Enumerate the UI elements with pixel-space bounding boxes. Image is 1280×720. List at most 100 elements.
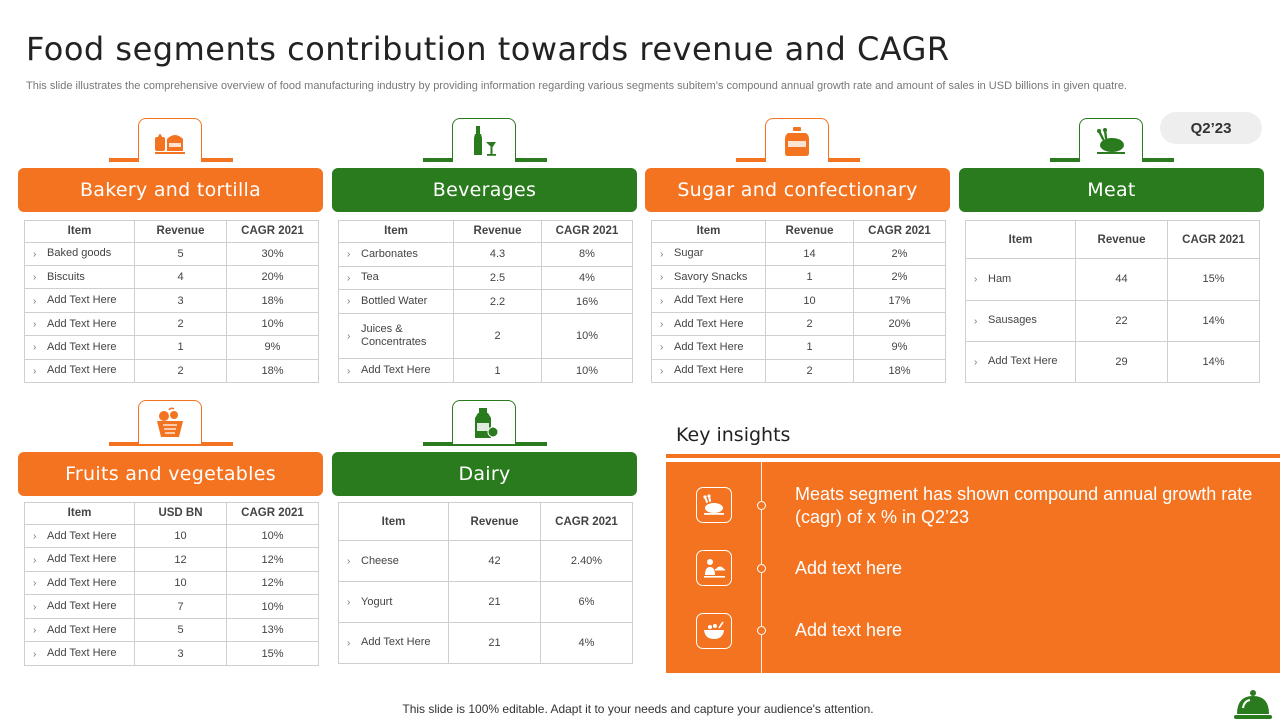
revenue-cell: 21 [448, 621, 541, 665]
item-label: Biscuits [47, 270, 85, 283]
chevron-right-icon: › [347, 331, 351, 342]
item-cell: › Add Text Here [24, 335, 135, 360]
column-header: Item [24, 220, 135, 243]
table-row: › Add Text Here 1 9% [651, 335, 946, 360]
item-cell: › Yogurt [338, 581, 449, 623]
table-row: › Juices & Concentrates 2 10% [338, 312, 633, 360]
chevron-right-icon: › [974, 274, 978, 286]
chef-serving-icon [696, 550, 732, 586]
column-header: Item [24, 502, 135, 525]
chevron-right-icon: › [33, 248, 37, 260]
column-header: CAGR 2021 [541, 220, 633, 243]
page-title: Food segments contribution towards reven… [26, 30, 950, 68]
revenue-cell: 4 [134, 265, 227, 290]
table-row: › Add Text Here 12 12% [24, 547, 319, 572]
cagr-cell: 12% [226, 570, 319, 596]
item-cell: › Add Text Here [24, 288, 135, 313]
column-header: Revenue [134, 220, 227, 243]
cagr-cell: 20% [226, 265, 319, 290]
revenue-cell: 44 [1075, 258, 1168, 301]
revenue-cell: 1 [453, 358, 542, 383]
item-label: Bottled Water [361, 295, 428, 307]
chevron-right-icon: › [347, 555, 351, 567]
item-label: Add Text Here [47, 623, 117, 636]
table-row: › Cheese 42 2.40% [338, 540, 633, 583]
column-header: CAGR 2021 [226, 220, 319, 243]
item-cell: › Juices & Concentrates [338, 312, 454, 360]
bakery-icon [138, 118, 202, 162]
insight-text-2: Add text here [795, 558, 903, 578]
cagr-cell: 4% [541, 265, 633, 291]
revenue-cell: 2 [134, 311, 227, 337]
chevron-right-icon: › [347, 272, 351, 284]
segment-icon-underline [109, 442, 233, 446]
table-row: › Sugar 14 2% [651, 241, 946, 267]
revenue-cell: 4.3 [453, 241, 542, 267]
revenue-cell: 3 [134, 288, 227, 313]
cagr-cell: 9% [853, 335, 946, 360]
chevron-right-icon: › [974, 315, 978, 327]
cagr-cell: 8% [541, 241, 633, 267]
chevron-right-icon: › [33, 365, 37, 377]
table-row: › Add Text Here 3 18% [24, 288, 319, 313]
item-label: Tea [361, 271, 379, 284]
revenue-cell: 10 [765, 288, 854, 313]
revenue-cell: 2 [765, 358, 854, 384]
revenue-cell: 7 [134, 594, 227, 619]
revenue-cell: 2 [134, 358, 227, 384]
chevron-right-icon: › [33, 318, 37, 330]
revenue-cell: 1 [134, 335, 227, 360]
cagr-cell: 10% [226, 311, 319, 337]
item-cell: › Baked goods [24, 241, 135, 267]
cagr-cell: 18% [226, 288, 319, 313]
table-header-row: Item Revenue CAGR 2021 [965, 219, 1260, 260]
timeline-dot [757, 564, 766, 573]
table-row: › Add Text Here 3 15% [24, 641, 319, 666]
cagr-cell: 2% [853, 265, 946, 290]
item-cell: › Add Text Here [24, 358, 135, 384]
roast-chicken-icon [1079, 118, 1143, 162]
footer-text: This slide is 100% editable. Adapt it to… [402, 702, 874, 716]
revenue-cell: 10 [134, 570, 227, 596]
revenue-cell: 42 [448, 540, 541, 583]
chevron-right-icon: › [660, 295, 664, 307]
column-header: USD BN [134, 502, 227, 525]
item-cell: › Ham [965, 258, 1076, 301]
item-label: Add Text Here [47, 553, 117, 566]
table-row: › Add Text Here 21 4% [338, 621, 633, 665]
segment-table: Item Revenue CAGR 2021 › Ham 44 15% › Sausages 22… [965, 219, 1260, 384]
item-label: Add Text Here [47, 600, 117, 613]
column-header: Item [651, 220, 766, 243]
item-cell: › Add Text Here [24, 311, 135, 337]
table-row: › Add Text Here 1 10% [338, 358, 633, 383]
segment-table: Item Revenue CAGR 2021 › Cheese 42 2.40% › Yogur… [338, 501, 633, 665]
item-cell: › Add Text Here [24, 523, 135, 549]
footer-note: This slide is 100% editable. Adapt it to… [0, 702, 1280, 716]
revenue-cell: 2 [765, 311, 854, 337]
item-label: Sugar [674, 247, 704, 260]
revenue-cell: 2.2 [453, 289, 542, 314]
table-row: › Add Text Here 1 9% [24, 335, 319, 360]
item-cell: › Biscuits [24, 265, 135, 290]
table-row: › Carbonates 4.3 8% [338, 241, 633, 267]
table-row: › Add Text Here 10 12% [24, 570, 319, 596]
item-cell: › Add Text Here [24, 570, 135, 596]
table-row: › Bottled Water 2.2 16% [338, 289, 633, 314]
cagr-cell: 18% [853, 358, 946, 384]
insight-text-3: Add text here [795, 620, 903, 640]
chevron-right-icon: › [33, 625, 37, 637]
column-header: Revenue [453, 220, 542, 243]
table-row: › Add Text Here 5 13% [24, 617, 319, 643]
revenue-cell: 1 [765, 265, 854, 290]
item-cell: › Add Text Here [24, 617, 135, 643]
column-header: CAGR 2021 [540, 501, 633, 542]
chevron-right-icon: › [660, 342, 664, 354]
food-bowl-icon [696, 613, 732, 649]
revenue-cell: 5 [134, 241, 227, 267]
item-label: Carbonates [361, 247, 418, 260]
table-row: › Tea 2.5 4% [338, 265, 633, 291]
item-cell: › Add Text Here [651, 335, 766, 360]
cagr-cell: 20% [853, 311, 946, 337]
item-label: Add Text Here [674, 340, 744, 353]
item-cell: › Add Text Here [651, 288, 766, 313]
